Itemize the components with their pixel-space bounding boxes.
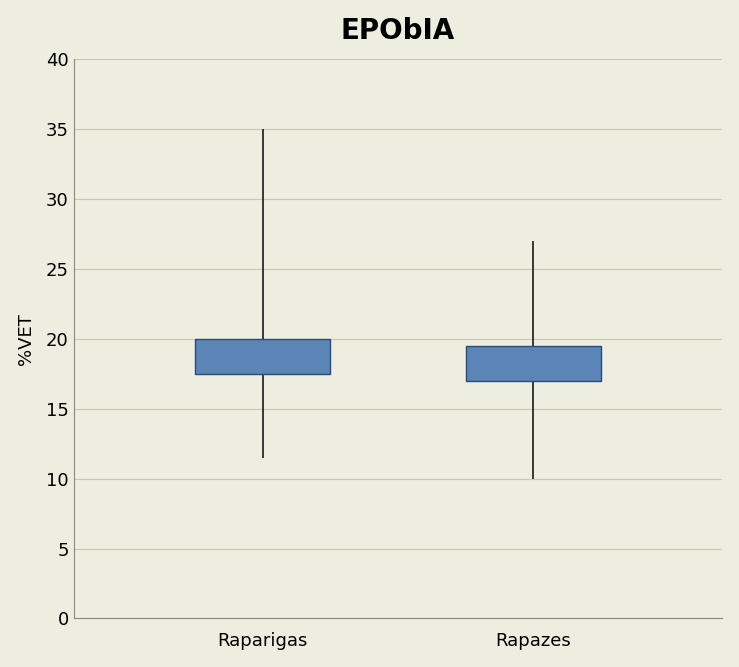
Bar: [195, 339, 330, 374]
Title: EPObIA: EPObIA: [341, 17, 455, 45]
Y-axis label: %VET: %VET: [17, 313, 35, 365]
Bar: [466, 346, 601, 381]
